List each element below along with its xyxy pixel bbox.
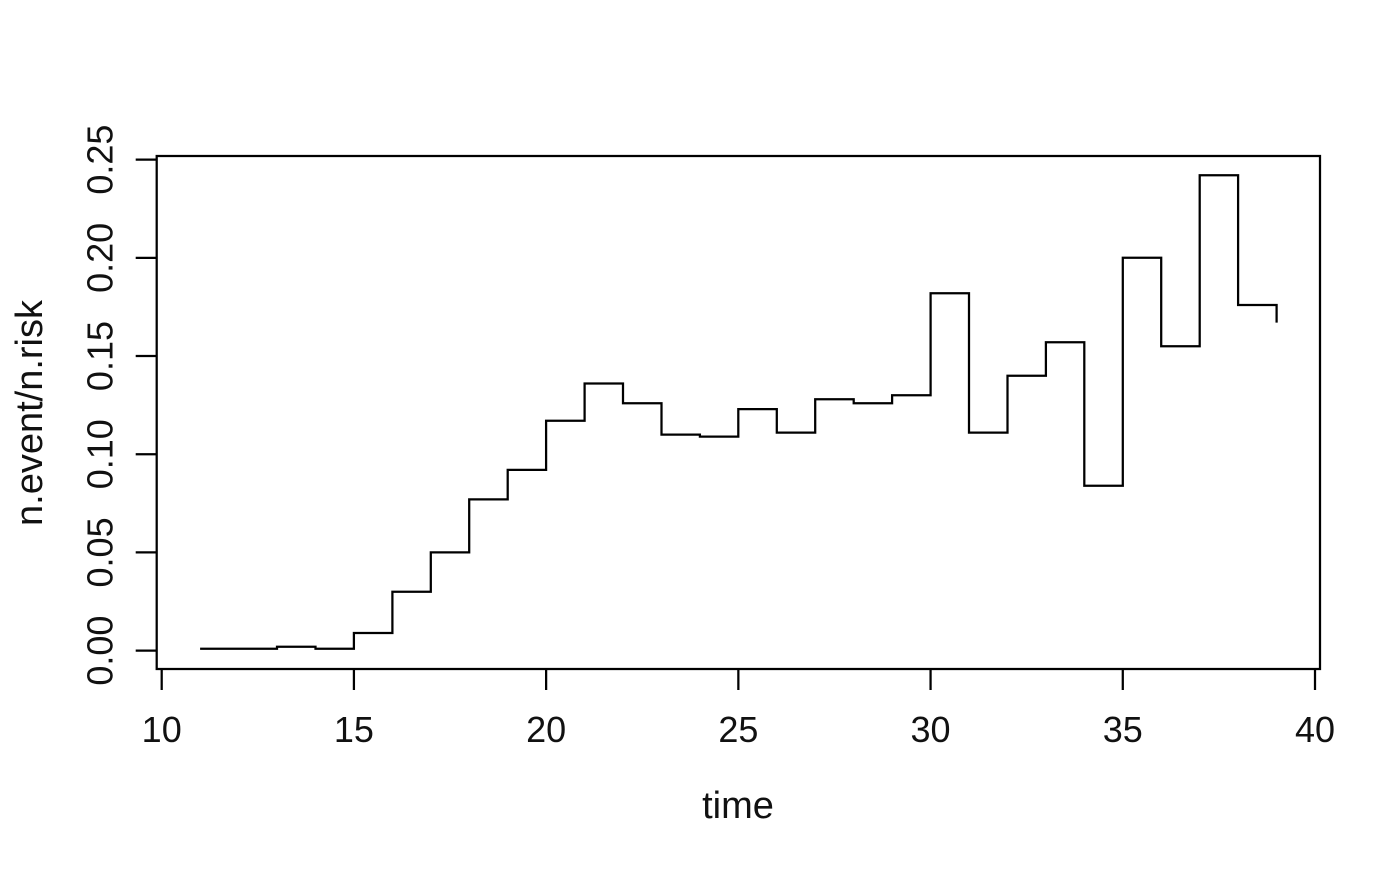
x-axis-title: time (702, 785, 774, 827)
y-axis-ticks (135, 158, 157, 652)
x-tick-label: 35 (1103, 709, 1143, 750)
x-tick-label: 10 (142, 709, 182, 750)
step-line-series (200, 174, 1278, 650)
x-tick-label: 15 (334, 709, 374, 750)
y-tick-label: 0.20 (80, 223, 121, 293)
x-axis-tick-labels: 10 15 20 25 30 35 40 (142, 709, 1335, 750)
x-tick-label: 30 (911, 709, 951, 750)
x-tick-label: 20 (526, 709, 566, 750)
y-tick-label: 0.05 (80, 517, 121, 587)
y-axis-tick-labels: 0.00 0.05 0.10 0.15 0.20 0.25 (80, 125, 121, 686)
x-tick-label: 25 (718, 709, 758, 750)
y-tick-label: 0.10 (80, 419, 121, 489)
y-tick-label: 0.00 (80, 616, 121, 686)
x-axis-ticks (160, 669, 1317, 690)
y-tick-label: 0.25 (80, 125, 121, 195)
y-tick-label: 0.15 (80, 321, 121, 391)
x-tick-label: 40 (1295, 709, 1335, 750)
y-axis-title: n.event/n.risk (9, 299, 51, 526)
